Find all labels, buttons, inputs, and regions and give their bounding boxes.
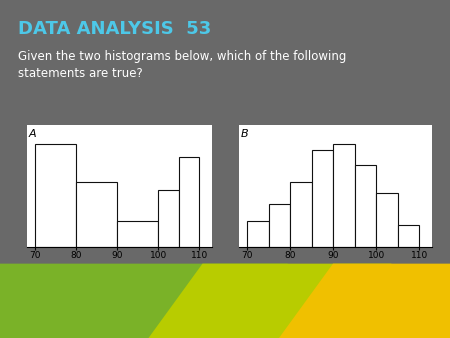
Polygon shape bbox=[148, 264, 392, 338]
Bar bbox=[376, 193, 398, 247]
Bar bbox=[398, 225, 419, 247]
Bar bbox=[76, 182, 117, 247]
Bar bbox=[35, 144, 76, 247]
Bar bbox=[269, 204, 290, 247]
Bar bbox=[290, 182, 311, 247]
Bar bbox=[179, 156, 199, 247]
Bar bbox=[158, 190, 179, 247]
Bar bbox=[311, 150, 333, 247]
Bar bbox=[355, 165, 376, 247]
Text: Given the two histograms below, which of the following
statements are true?: Given the two histograms below, which of… bbox=[18, 50, 346, 80]
Bar bbox=[247, 221, 269, 247]
Bar bbox=[333, 144, 355, 247]
Text: A: A bbox=[29, 129, 36, 139]
Text: DATA ANALYSIS  53: DATA ANALYSIS 53 bbox=[18, 20, 211, 38]
Polygon shape bbox=[279, 264, 450, 338]
Bar bbox=[117, 221, 158, 247]
Polygon shape bbox=[0, 264, 288, 338]
Text: B: B bbox=[240, 129, 248, 139]
